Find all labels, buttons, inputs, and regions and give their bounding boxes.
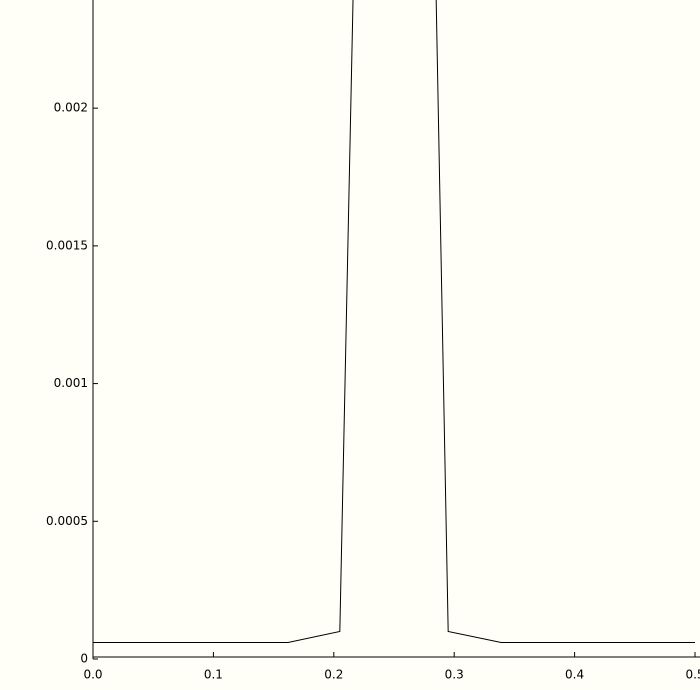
x-tick-label: 0.2 [324, 668, 343, 682]
y-tick-label: 0.001 [54, 376, 88, 390]
x-tick-label: 0.4 [565, 668, 584, 682]
x-tick-label: 0.0 [83, 668, 102, 682]
y-tick-label: 0.002 [54, 101, 88, 115]
y-tick-label: 0.0015 [46, 238, 88, 252]
x-tick-label: 0.3 [445, 668, 464, 682]
line-series [93, 0, 695, 643]
x-tick-label: 0.1 [204, 668, 223, 682]
y-tick-label: 0.0005 [46, 514, 88, 528]
x-tick-label: 0.5 [685, 668, 700, 682]
y-tick-label: 0 [80, 652, 88, 666]
